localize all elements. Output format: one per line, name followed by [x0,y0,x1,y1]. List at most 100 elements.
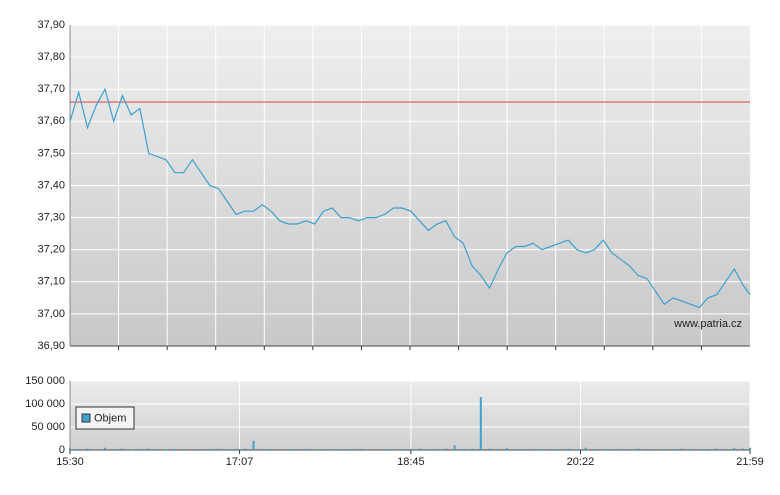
volume-bar [742,448,745,450]
volume-bar [680,448,683,450]
volume-bar [619,448,622,450]
y-tick-label: 37,30 [37,212,65,224]
y-tick-label: 0 [59,444,65,456]
volume-bar [471,448,474,450]
volume-bar [610,449,613,450]
y-tick-label: 37,40 [37,179,65,191]
volume-bar [567,448,570,450]
volume-bar [724,448,727,450]
y-tick-label: 37,70 [37,83,65,95]
volume-bar [488,448,491,450]
volume-bar [278,449,281,450]
volume-bar [575,449,578,450]
volume-bar [69,448,71,450]
volume-bar [749,447,751,450]
volume-bar [523,448,526,450]
volume-bar [217,448,220,450]
volume-bar [86,448,89,450]
volume-bar [182,449,185,450]
volume-bar [95,449,98,450]
x-tick-label: 15:30 [56,456,84,468]
volume-bar [707,448,710,450]
volume-bar [637,448,640,450]
volume-bar [287,448,290,450]
x-tick-label: 17:07 [226,456,254,468]
volume-bar [147,448,150,450]
volume-bar [366,449,369,450]
volume-bar [427,449,430,450]
volume-bar [156,449,159,450]
volume-bar [401,449,404,450]
y-tick-label: 150 000 [25,375,65,387]
volume-bar [444,448,447,450]
volume-bar [698,449,701,450]
volume-bar [506,448,509,450]
volume-bar [549,449,552,450]
volume-bar [628,448,631,450]
volume-bar [689,448,692,450]
volume-bar [226,449,229,450]
volume-bar [313,449,316,450]
volume-bar [383,448,386,450]
volume-bar [663,448,666,450]
volume-bar [77,449,80,450]
volume-bar [558,448,561,450]
volume-bar [392,449,395,450]
volume-bar [331,449,334,450]
volume-bar [532,448,535,450]
volume-bar [173,448,176,450]
price-line [69,87,751,309]
volume-bar [270,449,273,450]
volume-bar [462,448,465,450]
legend-label: Objem [94,412,126,424]
y-tick-label: 37,60 [37,115,65,127]
volume-bar [200,448,203,450]
volume-bar [339,448,342,450]
volume-bar [261,448,264,450]
y-tick-label: 37,50 [37,147,65,159]
volume-bar [584,447,587,450]
x-tick-label: 20:22 [567,456,595,468]
volume-bar [130,449,133,450]
volume-bar [138,448,141,450]
volume-bar [514,449,517,450]
y-tick-label: 37,90 [37,19,65,31]
volume-bar [348,449,351,450]
volume-bar [296,449,299,450]
volume-bar [243,448,246,450]
volume-bar [235,448,238,450]
legend-swatch [81,413,91,423]
watermark: www.patria.cz [673,318,742,330]
volume-bar [497,448,500,450]
x-tick-label: 21:59 [736,456,764,468]
x-tick-label: 18:45 [397,456,425,468]
volume-bar [453,445,456,450]
volume-bar [602,449,605,450]
volume-bar [103,447,106,450]
y-tick-label: 37,00 [37,308,65,320]
volume-bar [304,448,307,450]
volume-bar [357,448,360,450]
volume-bar [672,449,675,450]
volume-bar [715,448,718,450]
volume-bar [191,449,194,450]
volume-bar [409,448,412,450]
volume-bar [112,449,115,450]
y-tick-label: 37,80 [37,51,65,63]
volume-bar [593,449,596,450]
y-tick-label: 36,90 [37,340,65,352]
volume-bar [322,449,325,450]
y-tick-label: 50 000 [31,421,65,433]
volume-bar [654,449,657,450]
y-tick-label: 37,10 [37,276,65,288]
volume-bar [479,397,482,450]
volume-bar [645,449,648,450]
volume-bar [208,448,211,450]
volume-bar [374,449,377,450]
volume-bar [165,449,168,450]
y-tick-label: 100 000 [25,398,65,410]
plot-area [70,381,750,450]
volume-bar [121,448,124,450]
volume-bar [436,448,439,450]
